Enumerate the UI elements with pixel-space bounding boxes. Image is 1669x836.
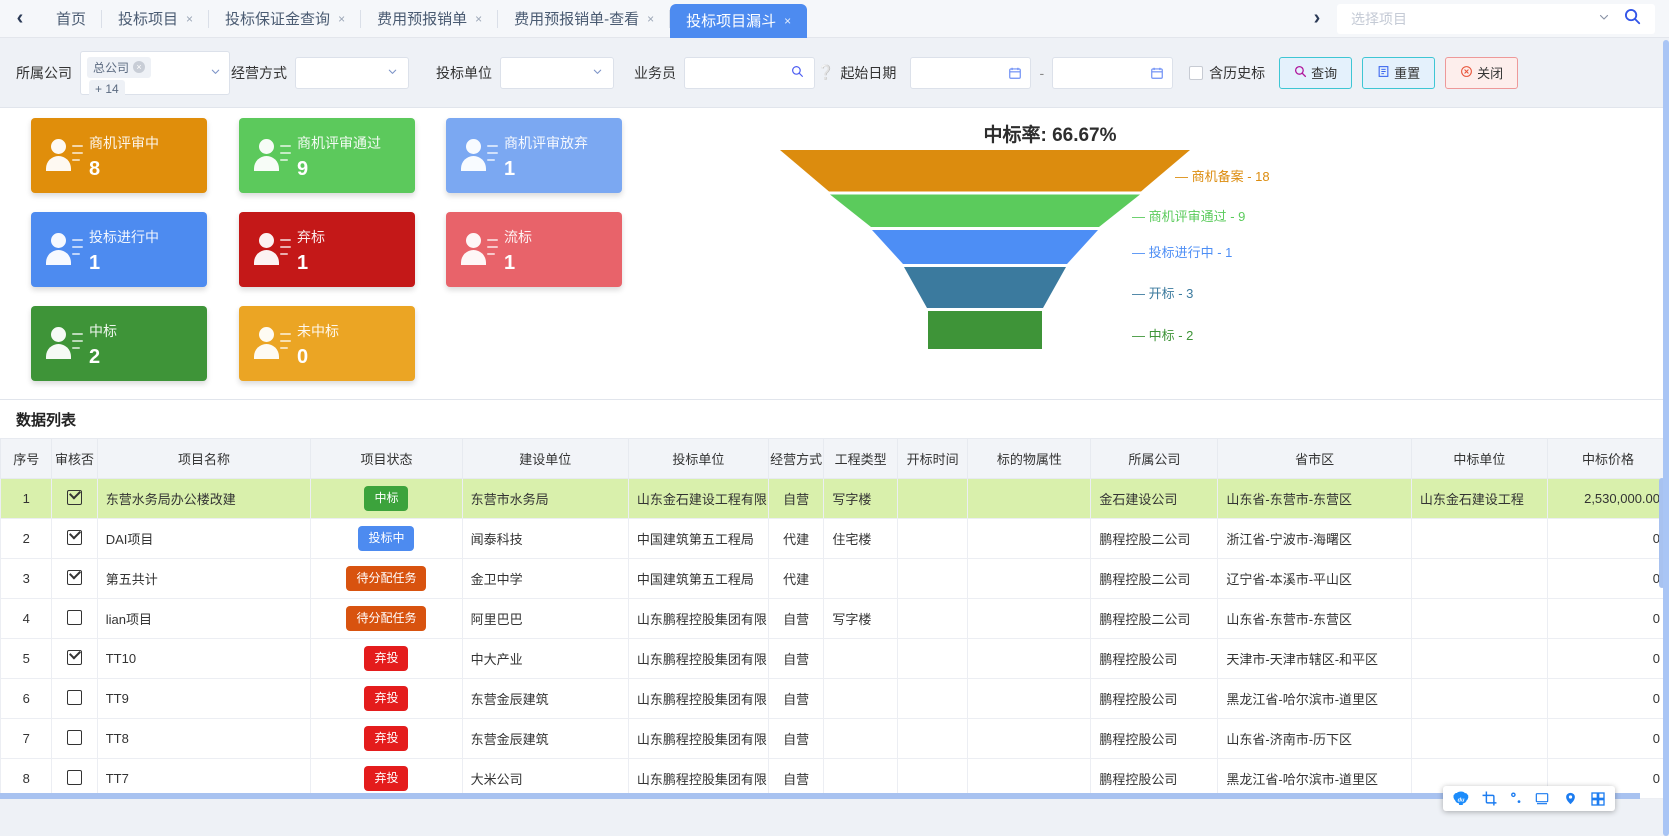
- svg-text:du: du: [1458, 797, 1465, 803]
